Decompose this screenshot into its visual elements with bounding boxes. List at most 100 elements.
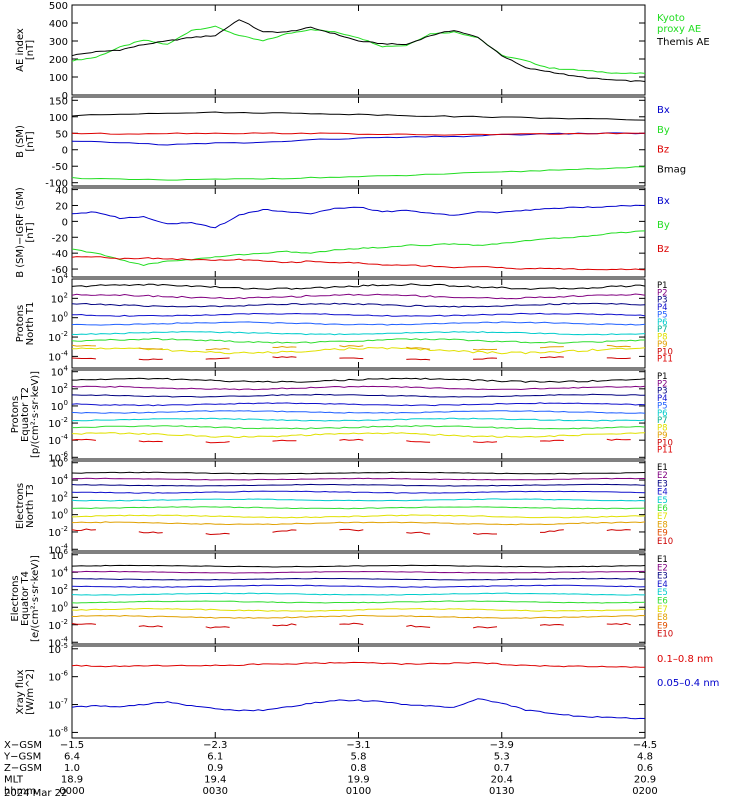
series-segment [339,438,364,441]
series-segment [272,529,297,533]
legend-entry: P8 [657,424,668,434]
series-line [71,385,646,391]
series-bx [71,132,646,146]
series-p2 [71,293,646,300]
y-tick-label: 0 [62,146,68,157]
series-segment [71,438,96,441]
panel-frame [71,4,646,96]
y-tick-label: -50 [52,162,68,173]
legend-entry: E10 [657,630,673,640]
series-segment [205,357,230,360]
y-tick-label: 0 [62,91,68,102]
series-p3 [71,393,646,398]
panel-frame [71,369,646,460]
legend-entry: Bx [657,105,670,116]
y-axis-label: AE index [nT] [15,28,36,72]
x-axis-value: 0.8 [351,763,367,774]
series-segment [539,623,564,626]
legend-entry: P9 [657,340,668,350]
y-tick-label: -60 [52,265,68,276]
series-segment [606,357,631,359]
y-tick-label: 10-8 [48,725,68,739]
series-by [71,166,646,181]
x-axis-value: 0.9 [207,763,223,774]
y-tick-label: 102 [51,382,68,396]
y-tick-label: 0 [62,217,68,228]
legend-entry: E9 [657,621,668,631]
y-tick-label: 100 [51,600,68,614]
y-tick-label: 10-2 [48,525,68,539]
y-tick-label: 300 [49,37,68,48]
y-tick-label: 400 [49,19,68,30]
series-line [71,132,645,136]
series-p1 [72,377,646,383]
y-axis-label-line: AE index [15,28,26,72]
series-line [71,417,646,422]
y-tick-label: 104 [51,565,69,579]
y-axis-label-line: Equator T2 [20,387,31,442]
series-segment [339,345,364,348]
y-tick-label: 40 [55,186,68,197]
series-segment [272,439,297,442]
series-bmag [71,111,646,121]
x-axis-row-label: hhmm [4,786,36,797]
legend-entry: 0.05–0.4 nm [657,678,719,689]
y-tick-label: -40 [52,249,68,260]
series-segment [205,532,230,536]
legend-entry: P1 [657,281,668,291]
y-axis-label-line: Electrons [15,483,26,529]
y-axis-label-line: [nT] [25,40,36,60]
legend: Bx By Bz [657,196,670,255]
x-axis-value: 0130 [489,786,514,797]
legend-entry: Kyoto proxy AE [657,13,701,35]
legend-entry: E8 [657,613,668,623]
legend-entry: P5 [657,401,668,411]
legend-entry: P7 [657,416,668,426]
legend-entry: P8 [657,333,668,343]
series-p4 [71,402,646,407]
legend-entry: P11 [657,355,673,365]
y-axis-label-line: Equator T4 [20,571,31,626]
series-line [71,584,646,588]
x-axis-value: 18.9 [61,775,83,786]
series-line [72,425,646,430]
x-axis-value: 20.4 [491,775,513,786]
series-e7 [71,607,646,612]
legend-entry: P3 [657,387,668,397]
series-segment [540,529,564,533]
series-e5 [71,592,645,596]
series-line [71,204,646,229]
series-line [71,321,646,326]
y-tick-label: 10-4 [48,635,68,649]
panel-frame [71,645,646,739]
series-segment [406,440,431,443]
series-segment [138,625,163,628]
y-axis-label-line: [nT] [25,131,36,151]
series-segment [138,531,163,534]
series-line [71,25,646,75]
y-axis-label: B (SM) [nT] [15,125,36,158]
legend-entry: P6 [657,409,668,419]
y-tick-label: 10-2 [48,618,68,632]
series-segment [138,440,163,443]
y-axis-label-line: Xray flux [15,670,26,715]
y-axis-label: Electrons North T3 [15,483,36,529]
series-segment [539,439,564,442]
x-axis-value: 19.9 [347,775,369,786]
series-segment [205,441,230,444]
series-line [71,490,646,494]
series-segment [272,356,297,359]
series-segment [473,532,497,535]
legend-entry: E4 [657,580,668,590]
y-tick-label: -100 [45,179,68,190]
series-segment [71,357,96,360]
series-segment [272,623,297,627]
series-p6 [71,417,646,422]
series-line [71,338,645,344]
y-axis-label-line: B (SM) [15,125,26,158]
legend-entry: E8 [657,520,668,530]
